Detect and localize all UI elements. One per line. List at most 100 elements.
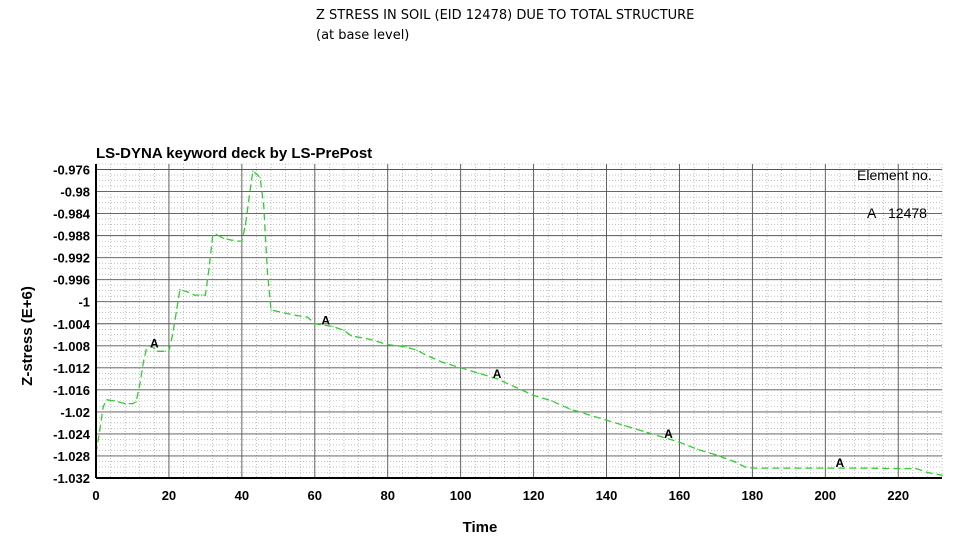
y-tick-label: -0.98	[60, 185, 90, 200]
data-point	[208, 267, 210, 270]
y-tick-label: -1.016	[53, 383, 90, 398]
data-point	[343, 329, 345, 332]
data-point	[751, 467, 754, 469]
data-point	[204, 294, 207, 296]
page-title: Z STRESS IN SOIL (EID 12478) DUE TO TOTA…	[316, 6, 694, 46]
series-marker-label: A	[321, 313, 330, 327]
data-point	[926, 471, 929, 474]
x-tick-label: 40	[235, 488, 249, 503]
y-tick-label: -1.024	[53, 427, 91, 442]
data-point	[605, 419, 608, 421]
x-tick-label: 220	[887, 488, 909, 503]
legend-title: Element no.	[857, 167, 932, 183]
data-point	[266, 270, 269, 273]
x-axis-label: Time	[463, 519, 498, 536]
data-point	[149, 345, 152, 347]
y-tick-label: -0.992	[53, 251, 90, 266]
data-point	[806, 467, 808, 469]
data-point	[142, 361, 145, 364]
data-point	[244, 223, 247, 226]
series-marker-label: A	[664, 427, 673, 441]
data-point	[135, 401, 137, 403]
legend-label: 12478	[888, 205, 927, 221]
data-point	[259, 177, 261, 179]
legend-marker: A	[867, 205, 877, 221]
data-point	[201, 294, 203, 296]
y-tick-label: -0.996	[53, 273, 90, 288]
data-point	[387, 343, 389, 346]
data-point	[215, 233, 218, 236]
data-point	[131, 402, 134, 405]
data-point	[496, 378, 498, 380]
y-tick-label: -0.976	[53, 163, 90, 178]
data-point	[915, 467, 918, 470]
y-tick-label: -1.02	[60, 405, 90, 420]
data-point	[168, 350, 170, 352]
data-point	[678, 441, 681, 443]
data-point	[222, 237, 225, 240]
series-marker-label: A	[150, 337, 159, 351]
page-title-line2: (at base level)	[316, 28, 410, 43]
series-marker-label: A	[836, 456, 845, 470]
chart-title: LS-DYNA keyword deck by LS-PrePost	[96, 145, 372, 162]
data-point	[160, 350, 163, 352]
data-point	[733, 460, 735, 463]
data-point	[441, 361, 444, 364]
data-point	[514, 386, 517, 388]
data-point	[332, 325, 334, 328]
data-point	[153, 347, 156, 350]
data-point	[624, 424, 626, 427]
x-tick-label: 140	[596, 488, 618, 503]
grid	[95, 163, 943, 479]
data-point	[459, 367, 462, 369]
data-point	[248, 196, 250, 198]
legend: Element no. A 12478	[857, 167, 932, 221]
series-layer: A A A A A	[95, 170, 943, 476]
x-tick-label: 100	[450, 488, 472, 503]
data-point	[139, 383, 141, 386]
data-point	[715, 454, 717, 456]
x-tick-label: 160	[669, 488, 691, 503]
data-point	[164, 350, 166, 352]
data-point	[314, 323, 316, 325]
data-point	[175, 312, 177, 314]
data-point	[405, 346, 407, 348]
data-point	[861, 467, 863, 469]
data-point	[532, 394, 535, 397]
y-tick-label: -1.004	[53, 317, 91, 332]
data-point	[241, 240, 243, 242]
series-line	[95, 170, 943, 476]
x-tick-label: 80	[380, 488, 394, 503]
data-point	[744, 466, 746, 468]
data-point	[660, 435, 662, 438]
data-point	[423, 353, 425, 355]
data-point	[263, 204, 265, 207]
data-point	[587, 413, 589, 416]
data-point	[569, 408, 571, 410]
y-tick-label: -1.032	[53, 471, 90, 486]
data-point	[295, 314, 298, 317]
data-point	[98, 430, 101, 432]
data-point	[642, 430, 644, 432]
y-tick-label: -1.012	[53, 361, 90, 376]
data-point	[416, 349, 418, 351]
data-point	[941, 474, 943, 476]
x-tick-label: 180	[742, 488, 764, 503]
y-tick-label: -1.028	[53, 449, 90, 464]
data-point	[824, 467, 827, 469]
data-point	[237, 240, 239, 242]
data-point	[270, 309, 272, 311]
data-point	[124, 402, 126, 405]
y-tick-label: -1	[78, 295, 90, 310]
data-point	[252, 170, 254, 172]
data-point	[102, 405, 104, 408]
data-point	[179, 288, 181, 291]
data-point	[157, 350, 159, 352]
data-point	[146, 345, 148, 347]
data-point	[171, 334, 174, 336]
y-tick-label: -1.008	[53, 339, 90, 354]
y-tick-label: -0.988	[53, 229, 90, 244]
data-point	[186, 291, 188, 293]
y-tick-label: -0.984	[53, 207, 91, 222]
